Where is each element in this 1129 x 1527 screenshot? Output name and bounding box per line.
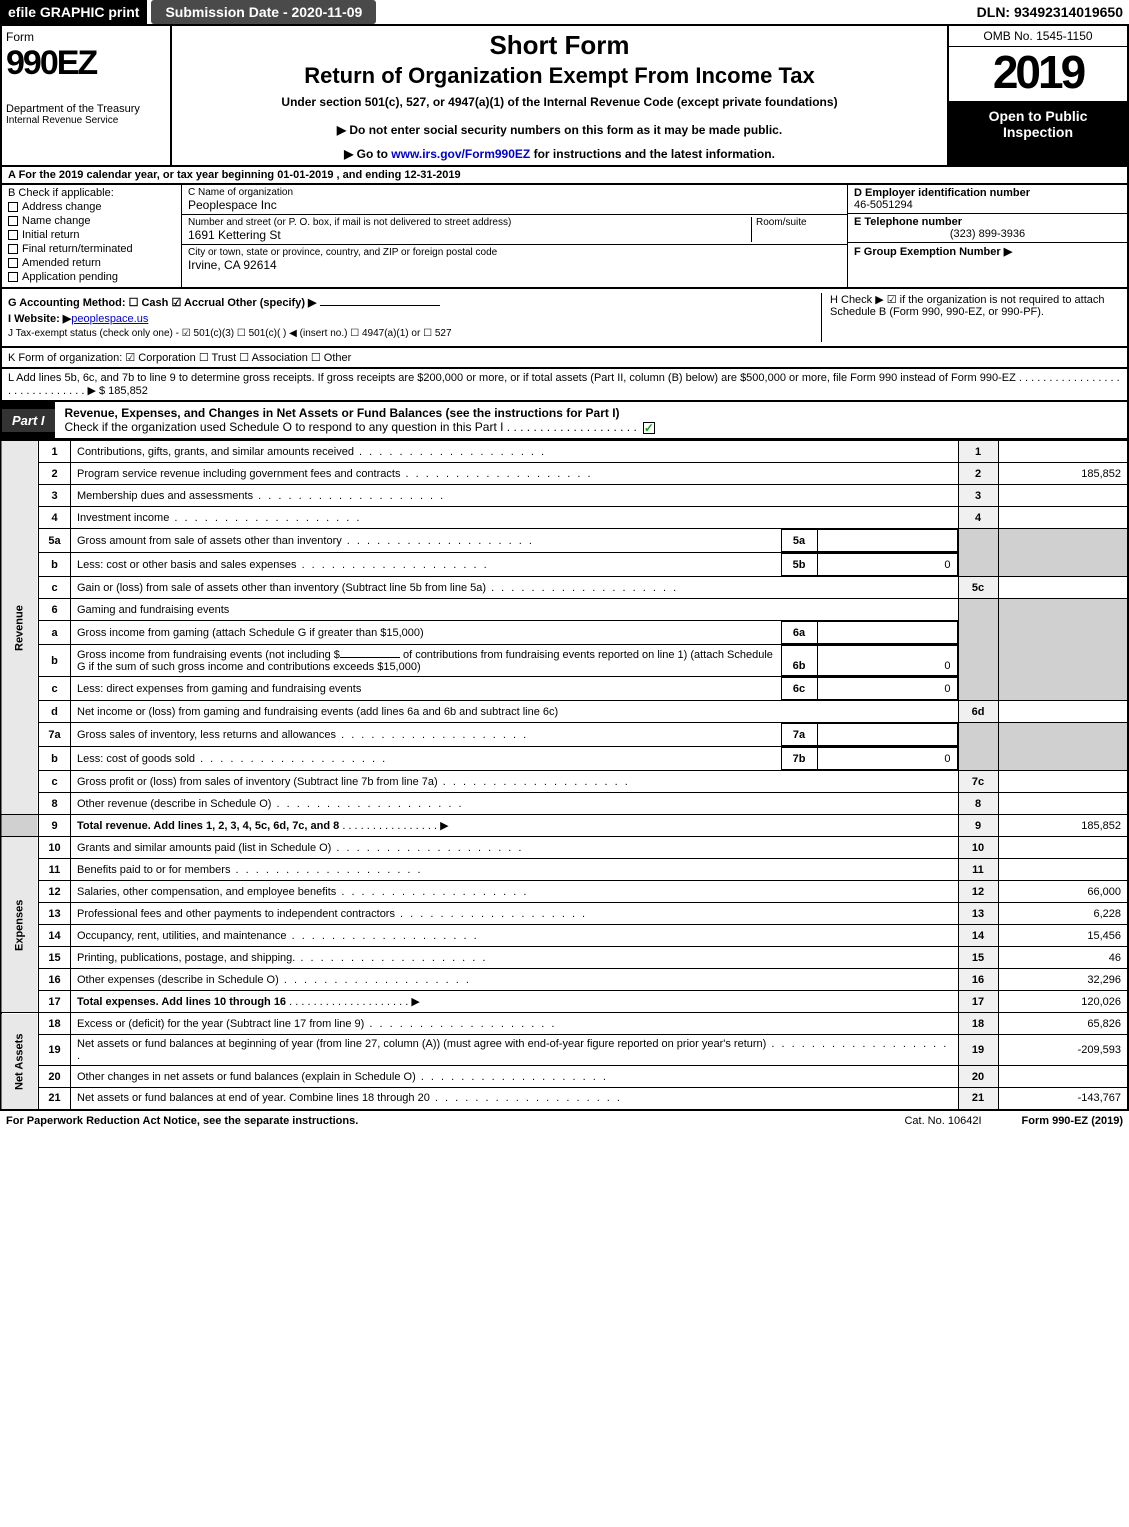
header-right: OMB No. 1545-1150 2019 Open to Public In… bbox=[947, 26, 1127, 165]
open-public: Open to Public Inspection bbox=[949, 102, 1127, 165]
street-label: Number and street (or P. O. box, if mail… bbox=[188, 217, 751, 228]
d-ein-label: D Employer identification number bbox=[854, 187, 1121, 199]
form-label: Form bbox=[6, 30, 166, 44]
section-bcdef: B Check if applicable: Address change Na… bbox=[0, 185, 1129, 289]
chk-final: Final return/terminated bbox=[8, 243, 175, 255]
chk-pending: Application pending bbox=[8, 271, 175, 283]
row-k-org-form: K Form of organization: ☑ Corporation ☐ … bbox=[0, 348, 1129, 369]
row-ghij: G Accounting Method: ☐ Cash ☑ Accrual Ot… bbox=[0, 289, 1129, 348]
goto-post: for instructions and the latest informat… bbox=[530, 147, 775, 161]
city-value: Irvine, CA 92614 bbox=[188, 258, 841, 272]
dept-treasury: Department of the Treasury bbox=[6, 103, 166, 115]
gross-receipts-amount: $ 185,852 bbox=[99, 385, 148, 397]
chk-address: Address change bbox=[8, 201, 175, 213]
form-number: 990EZ bbox=[6, 44, 166, 83]
room-label: Room/suite bbox=[756, 217, 841, 228]
i-website: I Website: ▶peoplespace.us bbox=[8, 312, 821, 325]
c-name-label: C Name of organization bbox=[188, 187, 841, 198]
header-left: Form 990EZ Department of the Treasury In… bbox=[2, 26, 172, 165]
city-label: City or town, state or province, country… bbox=[188, 247, 841, 258]
d-ein-value: 46-5051294 bbox=[854, 199, 1121, 211]
cat-number: Cat. No. 10642I bbox=[904, 1115, 981, 1127]
col-c-org-info: C Name of organization Peoplespace Inc N… bbox=[182, 185, 847, 287]
efile-badge: efile GRAPHIC print bbox=[0, 0, 147, 24]
dln-number: DLN: 93492314019650 bbox=[977, 4, 1129, 20]
row-l-gross-receipts: L Add lines 5b, 6c, and 7b to line 9 to … bbox=[0, 369, 1129, 402]
org-name: Peoplespace Inc bbox=[188, 198, 841, 212]
revenue-side-label: Revenue bbox=[1, 441, 39, 815]
f-group-label: F Group Exemption Number ▶ bbox=[854, 245, 1121, 258]
part-1-table: Revenue 1Contributions, gifts, grants, a… bbox=[0, 440, 1129, 1111]
paperwork-notice: For Paperwork Reduction Act Notice, see … bbox=[6, 1115, 358, 1127]
e-phone-value: (323) 899-3936 bbox=[854, 228, 1121, 240]
chk-initial: Initial return bbox=[8, 229, 175, 241]
form-ref: Form 990-EZ (2019) bbox=[1022, 1115, 1123, 1127]
submission-date: Submission Date - 2020-11-09 bbox=[151, 0, 376, 24]
irs-link[interactable]: www.irs.gov/Form990EZ bbox=[391, 147, 530, 161]
schedule-o-checkbox bbox=[643, 422, 655, 434]
street-value: 1691 Kettering St bbox=[188, 228, 751, 242]
b-title: B Check if applicable: bbox=[8, 187, 175, 199]
g-accounting: G Accounting Method: ☐ Cash ☑ Accrual Ot… bbox=[8, 296, 821, 309]
j-tax-exempt: J Tax-exempt status (check only one) - ☑… bbox=[8, 328, 821, 339]
row-a-tax-year: A For the 2019 calendar year, or tax yea… bbox=[0, 167, 1129, 185]
chk-name: Name change bbox=[8, 215, 175, 227]
e-phone-label: E Telephone number bbox=[854, 216, 1121, 228]
website-link[interactable]: peoplespace.us bbox=[71, 313, 148, 325]
part-1-title: Revenue, Expenses, and Changes in Net As… bbox=[55, 402, 1127, 438]
footer: For Paperwork Reduction Act Notice, see … bbox=[0, 1111, 1129, 1131]
expenses-side-label: Expenses bbox=[1, 837, 39, 1013]
part-1-header: Part I Revenue, Expenses, and Changes in… bbox=[0, 402, 1129, 440]
form-header: Form 990EZ Department of the Treasury In… bbox=[0, 26, 1129, 167]
part-1-label: Part I bbox=[2, 409, 55, 432]
short-form-title: Short Form bbox=[180, 30, 939, 61]
tax-year: 2019 bbox=[949, 47, 1127, 102]
netassets-side-label: Net Assets bbox=[1, 1013, 39, 1110]
top-bar: efile GRAPHIC print Submission Date - 20… bbox=[0, 0, 1129, 26]
under-section: Under section 501(c), 527, or 4947(a)(1)… bbox=[180, 95, 939, 109]
omb-number: OMB No. 1545-1150 bbox=[949, 26, 1127, 47]
header-mid: Short Form Return of Organization Exempt… bbox=[172, 26, 947, 165]
col-b-checkboxes: B Check if applicable: Address change Na… bbox=[2, 185, 182, 287]
h-schedule-b: H Check ▶ ☑ if the organization is not r… bbox=[821, 293, 1121, 342]
ssn-notice: ▶ Do not enter social security numbers o… bbox=[180, 123, 939, 137]
return-title: Return of Organization Exempt From Incom… bbox=[180, 63, 939, 89]
goto-line: ▶ Go to www.irs.gov/Form990EZ for instru… bbox=[180, 147, 939, 161]
goto-pre: ▶ Go to bbox=[344, 147, 391, 161]
irs-label: Internal Revenue Service bbox=[6, 115, 166, 126]
chk-amended: Amended return bbox=[8, 257, 175, 269]
col-de: D Employer identification number 46-5051… bbox=[847, 185, 1127, 287]
